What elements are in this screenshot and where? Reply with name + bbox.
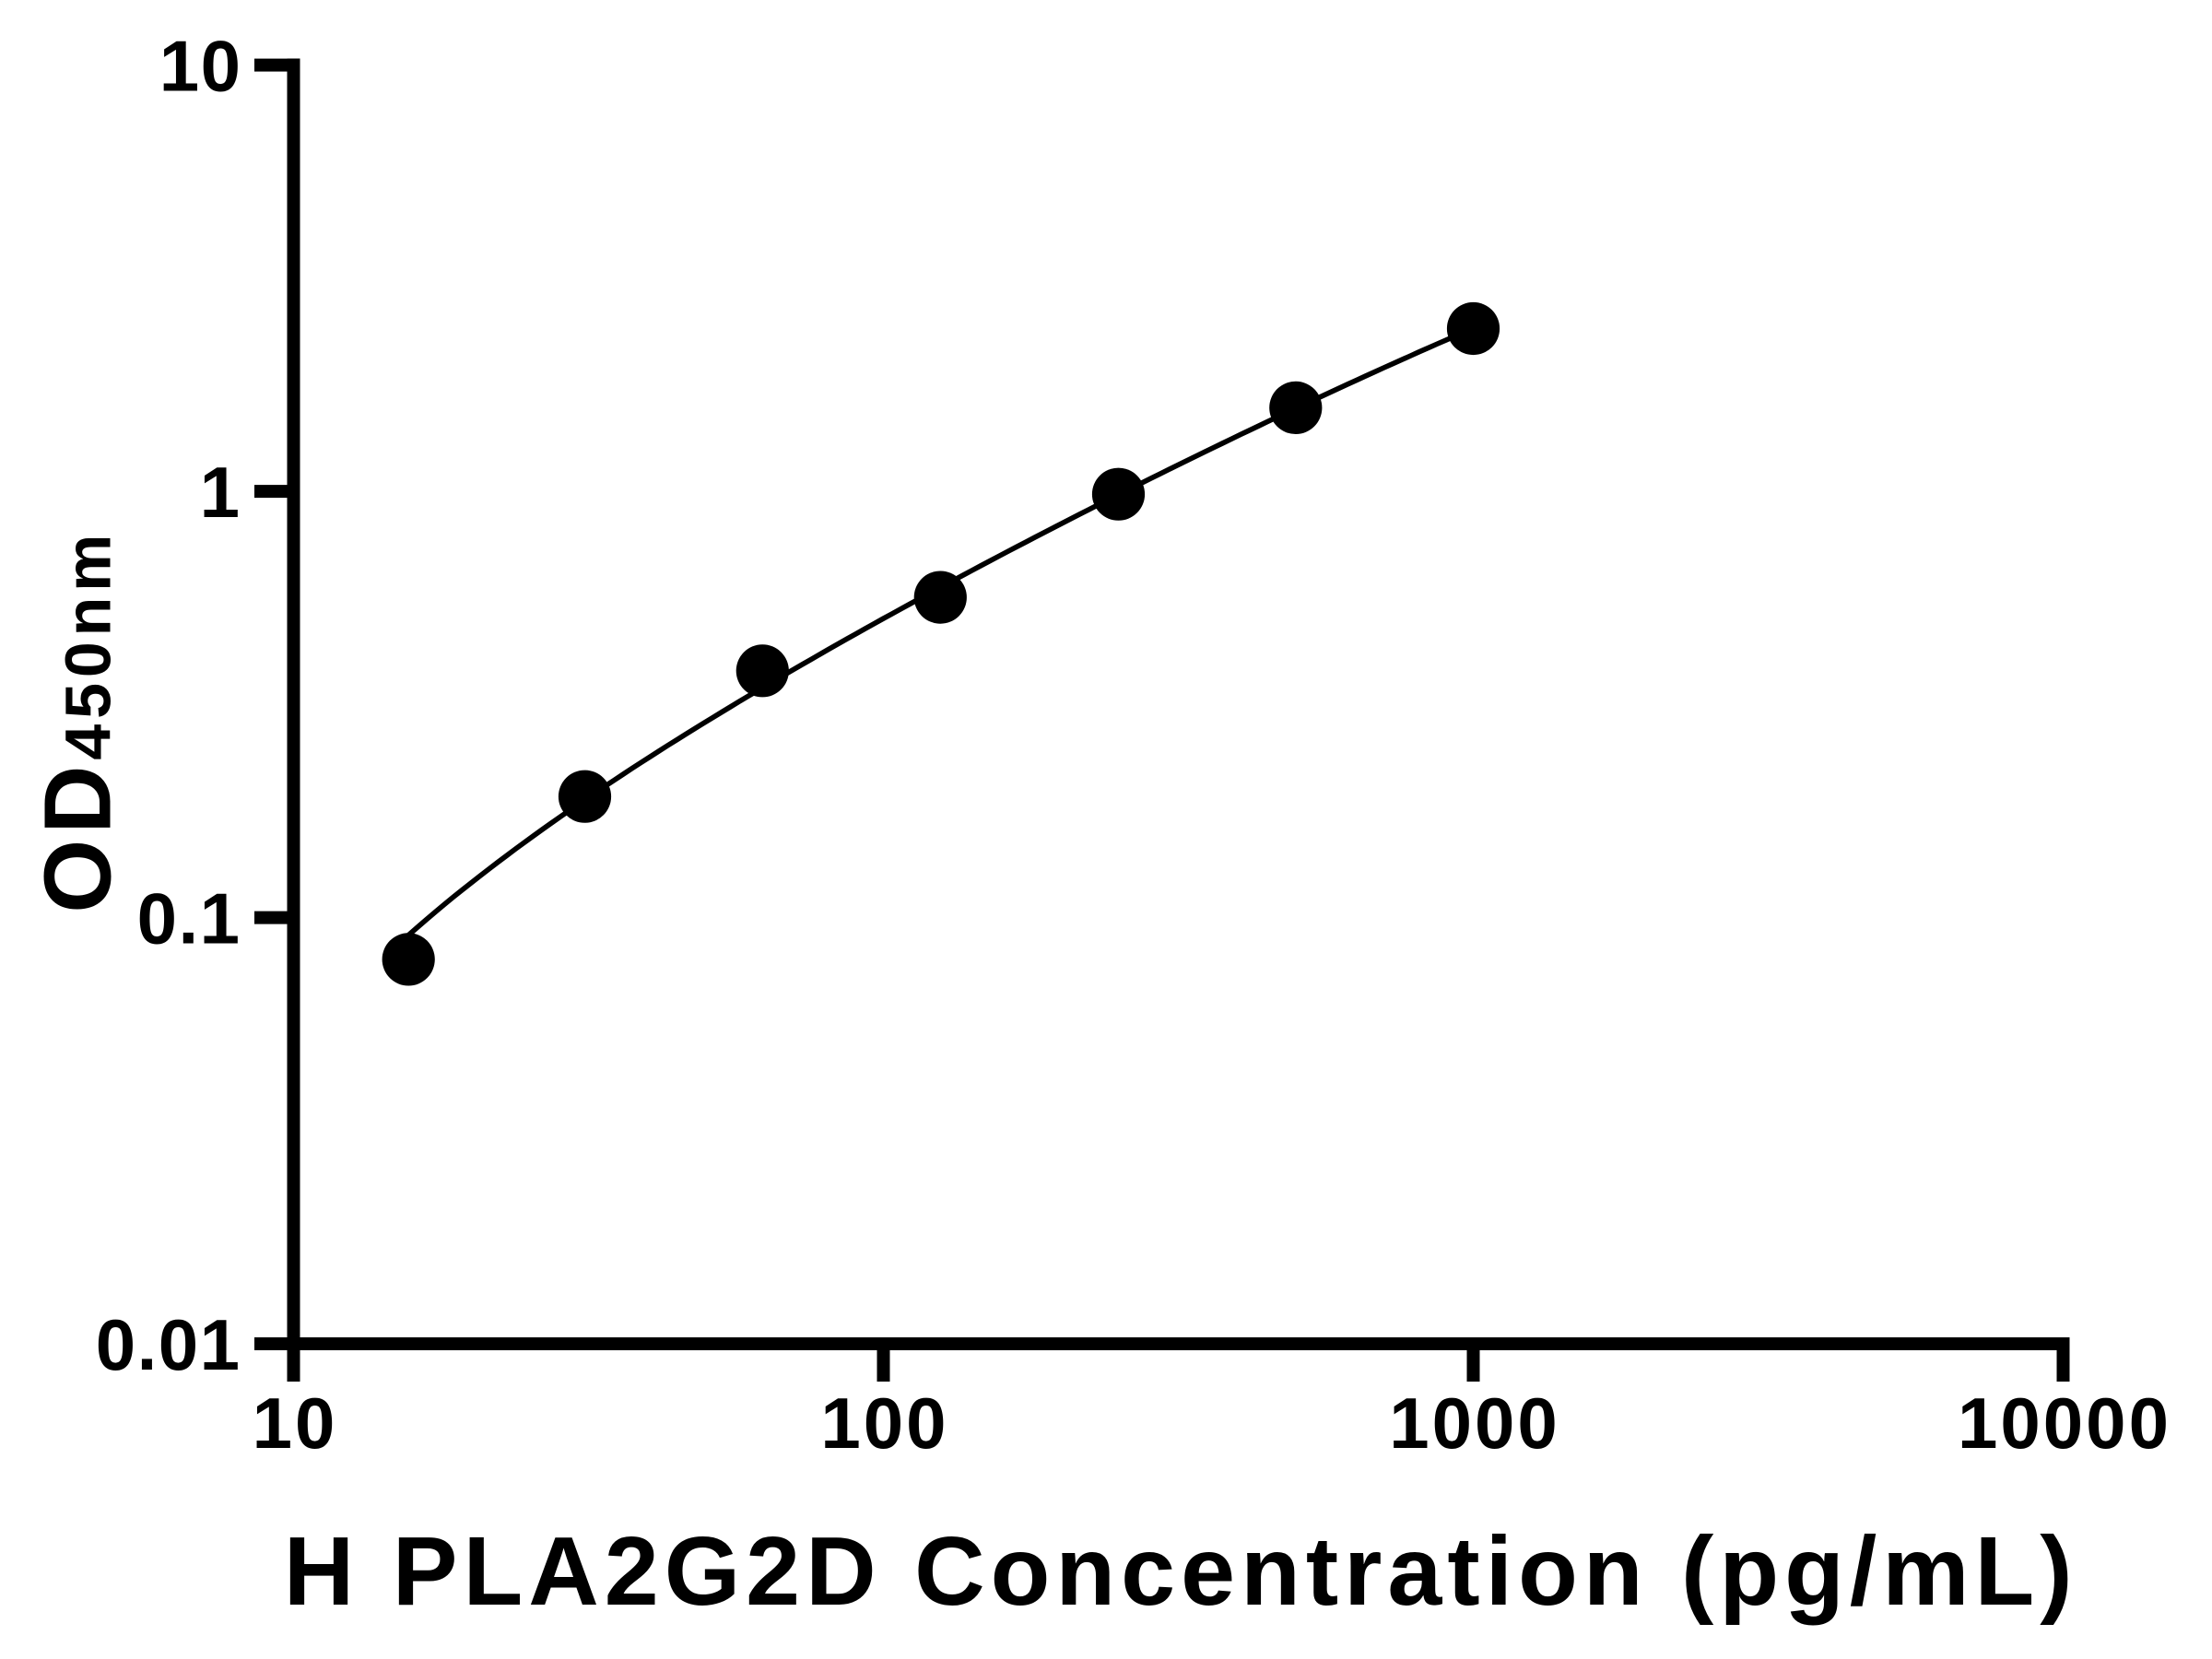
svg-text:10: 10	[159, 25, 242, 106]
svg-text:H PLA2G2D Concentration (pg/mL: H PLA2G2D Concentration (pg/mL)	[284, 1517, 2078, 1626]
svg-text:1: 1	[200, 452, 241, 533]
svg-text:0.01: 0.01	[96, 1304, 241, 1385]
svg-text:10: 10	[253, 1382, 338, 1464]
svg-text:1000: 1000	[1389, 1382, 1560, 1464]
svg-text:10000: 10000	[1958, 1382, 2171, 1464]
svg-text:0.1: 0.1	[137, 877, 241, 959]
svg-text:100: 100	[820, 1382, 948, 1464]
